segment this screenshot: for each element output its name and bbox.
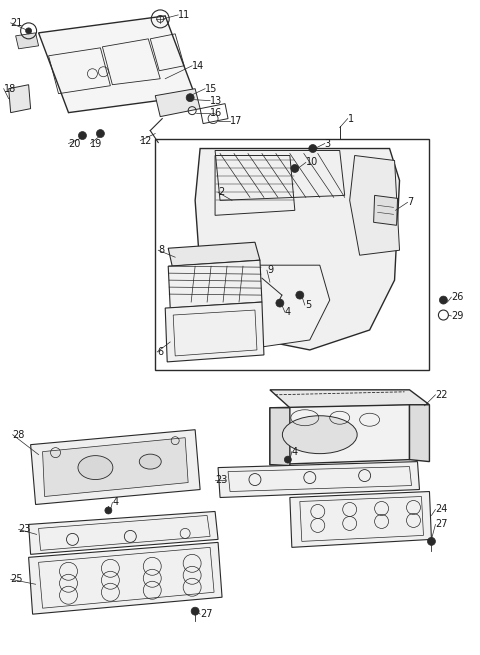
Circle shape [291, 164, 299, 172]
Polygon shape [200, 265, 330, 348]
Text: 5: 5 [305, 300, 311, 310]
Ellipse shape [282, 416, 357, 454]
Text: 28: 28 [12, 430, 25, 440]
Circle shape [296, 291, 304, 299]
Text: 4: 4 [285, 307, 291, 317]
Text: 23: 23 [19, 525, 31, 534]
Polygon shape [29, 542, 222, 614]
Text: 27: 27 [200, 609, 213, 619]
Text: 4: 4 [112, 498, 119, 508]
Circle shape [191, 607, 199, 615]
Polygon shape [373, 195, 397, 225]
Polygon shape [165, 302, 264, 362]
Text: 3: 3 [325, 139, 331, 149]
Text: 20: 20 [69, 139, 81, 149]
Text: 17: 17 [230, 115, 242, 126]
Text: 18: 18 [4, 84, 16, 94]
Circle shape [276, 299, 284, 307]
Circle shape [78, 132, 86, 140]
Text: 15: 15 [205, 84, 217, 94]
Polygon shape [16, 33, 38, 49]
Text: 14: 14 [192, 61, 204, 71]
Text: 29: 29 [451, 311, 464, 321]
Text: 22: 22 [435, 390, 448, 400]
Circle shape [96, 130, 104, 138]
Ellipse shape [139, 454, 161, 469]
Text: 10: 10 [306, 157, 318, 168]
Polygon shape [270, 390, 430, 408]
Circle shape [439, 296, 447, 304]
Polygon shape [168, 242, 260, 266]
Polygon shape [31, 430, 200, 504]
Circle shape [186, 94, 194, 102]
Polygon shape [155, 88, 200, 117]
Circle shape [309, 145, 317, 153]
Polygon shape [168, 260, 262, 308]
Text: 13: 13 [210, 96, 222, 105]
Text: 6: 6 [157, 347, 163, 357]
Polygon shape [9, 84, 31, 113]
Text: 11: 11 [178, 10, 191, 20]
Text: 25: 25 [11, 574, 23, 584]
Polygon shape [270, 405, 409, 464]
Text: 8: 8 [158, 245, 164, 255]
Ellipse shape [78, 456, 113, 479]
Polygon shape [38, 16, 195, 113]
Text: 26: 26 [451, 292, 464, 302]
Text: 21: 21 [11, 18, 23, 28]
Polygon shape [218, 462, 420, 498]
Text: 19: 19 [90, 139, 103, 149]
Polygon shape [29, 512, 218, 554]
Circle shape [105, 507, 112, 514]
Text: 27: 27 [435, 519, 448, 529]
Circle shape [25, 28, 32, 34]
Text: 7: 7 [408, 197, 414, 208]
Text: 23: 23 [215, 475, 228, 485]
Polygon shape [270, 408, 290, 466]
Text: 1: 1 [348, 113, 354, 124]
Polygon shape [350, 155, 399, 255]
Text: 4: 4 [292, 447, 298, 457]
Text: 24: 24 [435, 504, 448, 514]
Polygon shape [409, 405, 430, 462]
Text: 2: 2 [218, 187, 224, 197]
Text: 16: 16 [210, 107, 222, 118]
Circle shape [284, 456, 291, 463]
Polygon shape [43, 438, 188, 496]
Circle shape [428, 537, 435, 546]
Polygon shape [195, 149, 399, 350]
Polygon shape [290, 491, 432, 548]
Text: 9: 9 [267, 265, 273, 275]
Text: 12: 12 [140, 136, 153, 145]
